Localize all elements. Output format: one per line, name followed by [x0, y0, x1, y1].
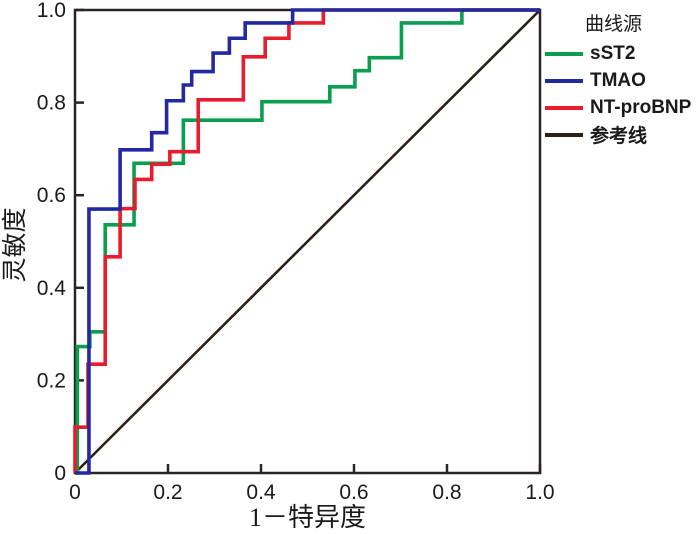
legend-item: NT-proBNP — [545, 94, 700, 121]
curve-参考线 — [74, 9, 541, 474]
x-tick-label: 0.2 — [153, 481, 182, 504]
x-tick-label: 1.0 — [525, 481, 554, 504]
legend-line-swatch — [545, 105, 583, 110]
legend: 曲线源 sST2 TMAO NT-proBNP 参考线 — [545, 10, 700, 148]
curve-NT-proBNP — [73, 8, 540, 473]
y-tick-label: 0 — [54, 462, 66, 485]
legend-item: sST2 — [545, 40, 700, 67]
legend-items: sST2 TMAO NT-proBNP 参考线 — [545, 40, 700, 148]
legend-item-label: 参考线 — [590, 126, 648, 147]
legend-item-label: NT-proBNP — [590, 96, 692, 118]
y-tick-label: 0.4 — [37, 277, 67, 300]
legend-line-swatch — [545, 51, 583, 56]
legend-item-label: sST2 — [590, 42, 636, 64]
y-tick-label: 0.6 — [37, 184, 66, 207]
x-tick-label: 0 — [69, 481, 81, 504]
x-axis-title: 1－特异度 — [248, 503, 366, 532]
legend-item: 参考线 — [545, 121, 700, 148]
x-tick-label: 0.8 — [432, 481, 461, 504]
legend-item-label: TMAO — [590, 69, 646, 91]
x-tick-label: 0.6 — [339, 481, 368, 504]
legend-line-swatch — [545, 132, 583, 137]
y-tick-label: 1.0 — [37, 0, 66, 22]
y-tick-label: 0.8 — [37, 92, 66, 115]
y-axis-title: 灵敏度 — [2, 207, 29, 283]
y-tick-label: 0.2 — [37, 369, 66, 392]
legend-title: 曲线源 — [585, 14, 643, 35]
legend-item: TMAO — [545, 67, 700, 94]
legend-line-swatch — [545, 78, 583, 83]
x-tick-label: 0.4 — [246, 481, 276, 504]
curve-TMAO — [75, 8, 540, 475]
